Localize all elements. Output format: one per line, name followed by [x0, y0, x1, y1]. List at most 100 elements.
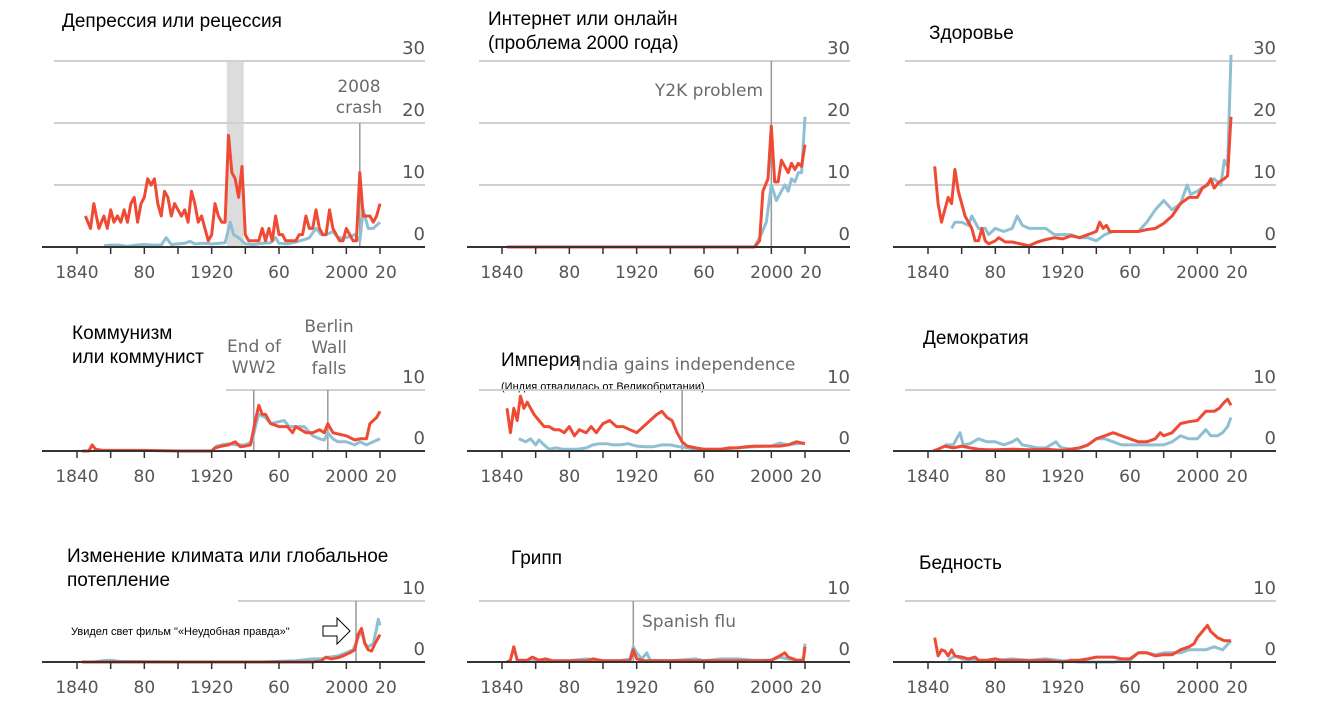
x-tick-label: 60 [268, 678, 290, 698]
y-tick-label: 10 [827, 162, 850, 183]
x-tick-label: 20 [800, 678, 822, 698]
series-red-line [507, 124, 807, 249]
x-tick-label: 80 [985, 678, 1007, 698]
chart-internet: 0 10 20 30 Y2K problem 1840 80 1920 60 2000 20 [467, 38, 850, 283]
x-tick-label: 1920 [1041, 263, 1084, 283]
x-tick-label: 20 [800, 467, 822, 487]
annotation-label: Y2K problem [654, 81, 763, 101]
x-tick-label: 1920 [190, 263, 233, 283]
x-tick-label: 1920 [615, 467, 658, 487]
y-tick-label: 20 [1253, 100, 1276, 121]
x-tick-label: 60 [268, 467, 290, 487]
x-tick-label: 80 [134, 678, 156, 698]
x-tick-label: 20 [375, 263, 397, 283]
panel-title: Интернет или онлайн (проблема 2000 года) [488, 9, 679, 54]
panel-empire: Империя (Индия отвалилась от Великобрита… [425, 290, 870, 500]
x-tick-label: 1840 [906, 263, 949, 283]
series-blue-line [210, 412, 381, 453]
panel-depression: Депрессия или рецессия 0 10 20 30 2008 crash 1… [0, 0, 445, 290]
x-tick-label: 20 [1226, 678, 1248, 698]
annotation-label: WW2 [232, 358, 276, 378]
y-tick-label: 0 [839, 224, 850, 245]
annotation-label: Spanish flu [642, 612, 736, 632]
x-tick-label: 1840 [480, 678, 523, 698]
y-tick-label: 0 [839, 639, 850, 660]
y-tick-label: 20 [402, 100, 425, 121]
chart-climate: 0 10 Увидел свет фильм "«Неудобная правда»… [42, 578, 425, 698]
series-red-line [505, 394, 806, 451]
panel-title: Грипп [511, 548, 562, 569]
y-tick-label: 0 [414, 639, 425, 660]
x-tick-label: 60 [693, 678, 715, 698]
y-tick-label: 20 [827, 100, 850, 121]
y-tick-label: 0 [1265, 224, 1276, 245]
y-tick-label: 10 [827, 578, 850, 599]
series-red-line [933, 116, 1233, 248]
x-tick-label: 80 [134, 467, 156, 487]
annotation-label: Berlin [304, 317, 353, 337]
x-tick-label: 1840 [55, 263, 98, 283]
x-tick-label: 2000 [325, 678, 368, 698]
panel-title: Изменение климата или глобальное потепле… [67, 546, 389, 591]
x-tick-label: 80 [985, 263, 1007, 283]
annotation-label: Увидел свет фильм "«Неудобная правда»" [71, 626, 290, 638]
annotation-shade [226, 61, 244, 247]
x-tick-label: 20 [800, 263, 822, 283]
panel-democracy: Демократия 0 10 1840 80 1920 60 2000 20 [851, 290, 1296, 500]
series-red-line [932, 397, 1233, 453]
series-red-line [506, 645, 807, 664]
x-tick-label: 80 [559, 263, 581, 283]
x-tick-label: 60 [1119, 467, 1141, 487]
y-tick-label: 10 [402, 367, 425, 388]
x-tick-label: 80 [985, 467, 1007, 487]
panel-internet: Интернет или онлайн (проблема 2000 года)… [425, 0, 870, 290]
y-tick-label: 30 [1253, 38, 1276, 59]
y-tick-label: 0 [839, 428, 850, 449]
series-blue-line [518, 643, 807, 663]
panel-poverty: Бедность 0 10 1840 80 1920 60 2000 20 [851, 500, 1296, 713]
y-tick-label: 10 [1253, 162, 1276, 183]
x-tick-label: 60 [1119, 263, 1141, 283]
x-tick-label: 80 [559, 678, 581, 698]
x-tick-label: 80 [559, 467, 581, 487]
y-tick-label: 30 [402, 38, 425, 59]
x-tick-label: 1920 [190, 467, 233, 487]
y-tick-label: 0 [1265, 639, 1276, 660]
x-tick-label: 1920 [615, 678, 658, 698]
x-tick-label: 1840 [55, 678, 98, 698]
x-tick-label: 20 [375, 467, 397, 487]
chart-democracy: 0 10 1840 80 1920 60 2000 20 [893, 367, 1276, 487]
x-tick-label: 1840 [906, 467, 949, 487]
panel-flu: Грипп 0 10 Spanish flu 1840 80 1920 60 2000 20 [425, 500, 870, 713]
y-tick-label: 0 [1265, 428, 1276, 449]
x-tick-label: 2000 [750, 467, 793, 487]
panel-title: Бедность [919, 553, 1002, 574]
y-tick-label: 0 [414, 428, 425, 449]
series-blue-line [753, 116, 807, 248]
y-tick-label: 30 [827, 38, 850, 59]
x-tick-label: 1840 [55, 467, 98, 487]
panel-title-main: Империя [501, 350, 581, 371]
x-tick-label: 2000 [1176, 263, 1219, 283]
x-tick-label: 2000 [1176, 467, 1219, 487]
chart-flu: 0 10 Spanish flu 1840 80 1920 60 2000 20 [467, 578, 850, 698]
x-tick-label: 1840 [480, 263, 523, 283]
y-tick-label: 10 [402, 578, 425, 599]
x-tick-label: 2000 [325, 467, 368, 487]
y-tick-label: 0 [414, 224, 425, 245]
y-tick-label: 10 [1253, 367, 1276, 388]
series-red-line [84, 133, 382, 243]
annotation-label: Wall [311, 338, 347, 358]
y-tick-label: 10 [402, 162, 425, 183]
annotation-label: falls [312, 359, 347, 379]
x-tick-label: 1840 [480, 467, 523, 487]
panel-communism: Коммунизм или коммунист 0 10 End of WW2 Berl… [0, 290, 445, 500]
series-red-line [82, 403, 382, 453]
y-tick-label: 10 [1253, 578, 1276, 599]
x-tick-label: 20 [1226, 467, 1248, 487]
annotation-label: End of [227, 337, 282, 357]
x-tick-label: 60 [693, 467, 715, 487]
x-tick-label: 1840 [906, 678, 949, 698]
chart-empire: 0 10 India gains independence 1840 80 1920 60 2… [467, 355, 850, 487]
